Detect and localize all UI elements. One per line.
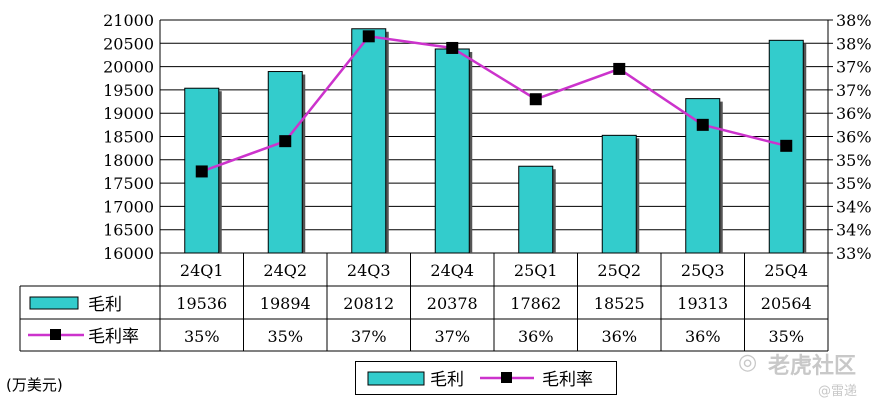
table-cell-rate: 36% xyxy=(685,327,721,346)
y-left-tick-label: 20500 xyxy=(103,34,154,53)
y-right-tick-label: 33% xyxy=(836,244,872,263)
line-point xyxy=(446,41,459,54)
x-tick-label: 25Q2 xyxy=(597,261,641,280)
table-cell-value: 20564 xyxy=(761,294,812,313)
y-right-tick-label: 35% xyxy=(836,174,872,193)
x-tick-label: 24Q4 xyxy=(430,261,474,280)
x-tick-label: 25Q3 xyxy=(681,261,725,280)
y-right-tick-label: 37% xyxy=(836,58,872,77)
y-left-tick-label: 19000 xyxy=(103,104,154,123)
y-right-tick-label: 37% xyxy=(836,81,872,100)
bar xyxy=(434,48,470,254)
line-series xyxy=(201,34,787,173)
legend-line-marker xyxy=(501,372,512,383)
line-point xyxy=(362,30,375,43)
y-right-tick-label: 38% xyxy=(836,11,872,30)
watermark-logo-icon: ◎ xyxy=(738,350,758,375)
table-cell-value: 19894 xyxy=(260,294,311,313)
table-cell-value: 20812 xyxy=(343,294,394,313)
line-point xyxy=(529,93,542,106)
y-left-tick-label: 21000 xyxy=(103,11,154,30)
line-point xyxy=(613,62,626,75)
y-right-tick-label: 35% xyxy=(836,151,872,170)
line-point xyxy=(780,139,793,152)
line-point xyxy=(279,135,292,148)
y-right-tick-label: 34% xyxy=(836,197,872,216)
x-tick-label: 24Q1 xyxy=(180,261,224,280)
bar xyxy=(518,165,554,254)
table-cell-rate: 37% xyxy=(434,327,470,346)
y-right-tick-label: 38% xyxy=(836,34,872,53)
watermark-subtext: @雷递 xyxy=(818,384,858,399)
y-right-tick-label: 36% xyxy=(836,104,872,123)
unit-label: (万美元) xyxy=(6,376,63,394)
y-left-tick-label: 16000 xyxy=(103,244,154,263)
line-point xyxy=(696,118,709,131)
table-cell-value: 20378 xyxy=(427,294,478,313)
y-left-tick-label: 17500 xyxy=(103,174,154,193)
table-row-header-line: 毛利率 xyxy=(88,327,139,347)
table-line-key-marker xyxy=(50,329,61,340)
legend-line-label: 毛利率 xyxy=(542,370,593,390)
bar xyxy=(601,134,637,254)
table-cell-rate: 36% xyxy=(601,327,637,346)
table-cell-value: 19536 xyxy=(176,294,227,313)
table-cell-value: 19313 xyxy=(677,294,728,313)
y-left-tick-label: 18000 xyxy=(103,151,154,170)
table-cell-rate: 35% xyxy=(768,327,804,346)
table-cell-value: 17862 xyxy=(510,294,561,313)
line-point xyxy=(195,165,208,178)
table-cell-rate: 35% xyxy=(184,327,220,346)
y-left-tick-label: 20000 xyxy=(103,58,154,77)
y-right-tick-label: 36% xyxy=(836,128,872,147)
bar xyxy=(267,71,303,254)
bar xyxy=(351,28,387,254)
legend-bar-swatch xyxy=(367,371,425,386)
legend: 毛利 毛利率 xyxy=(355,361,617,395)
table-row-header-bar: 毛利 xyxy=(88,295,122,315)
y-left-tick-label: 18500 xyxy=(103,128,154,147)
x-tick-label: 25Q1 xyxy=(514,261,558,280)
y-left-tick-label: 17000 xyxy=(103,197,154,216)
y-right-tick-label: 34% xyxy=(836,221,872,240)
x-tick-label: 24Q3 xyxy=(347,261,391,280)
x-tick-label: 25Q4 xyxy=(764,261,808,280)
x-tick-label: 24Q2 xyxy=(263,261,307,280)
y-left-tick-label: 19500 xyxy=(103,81,154,100)
y-left-tick-label: 16500 xyxy=(103,221,154,240)
table-cell-rate: 36% xyxy=(518,327,554,346)
table-cell-value: 18525 xyxy=(594,294,645,313)
table-bar-key xyxy=(29,296,79,310)
watermark-text: 老虎社区 xyxy=(768,354,857,379)
table-cell-rate: 35% xyxy=(267,327,303,346)
table-cell-rate: 37% xyxy=(351,327,387,346)
legend-bar-label: 毛利 xyxy=(430,370,464,390)
